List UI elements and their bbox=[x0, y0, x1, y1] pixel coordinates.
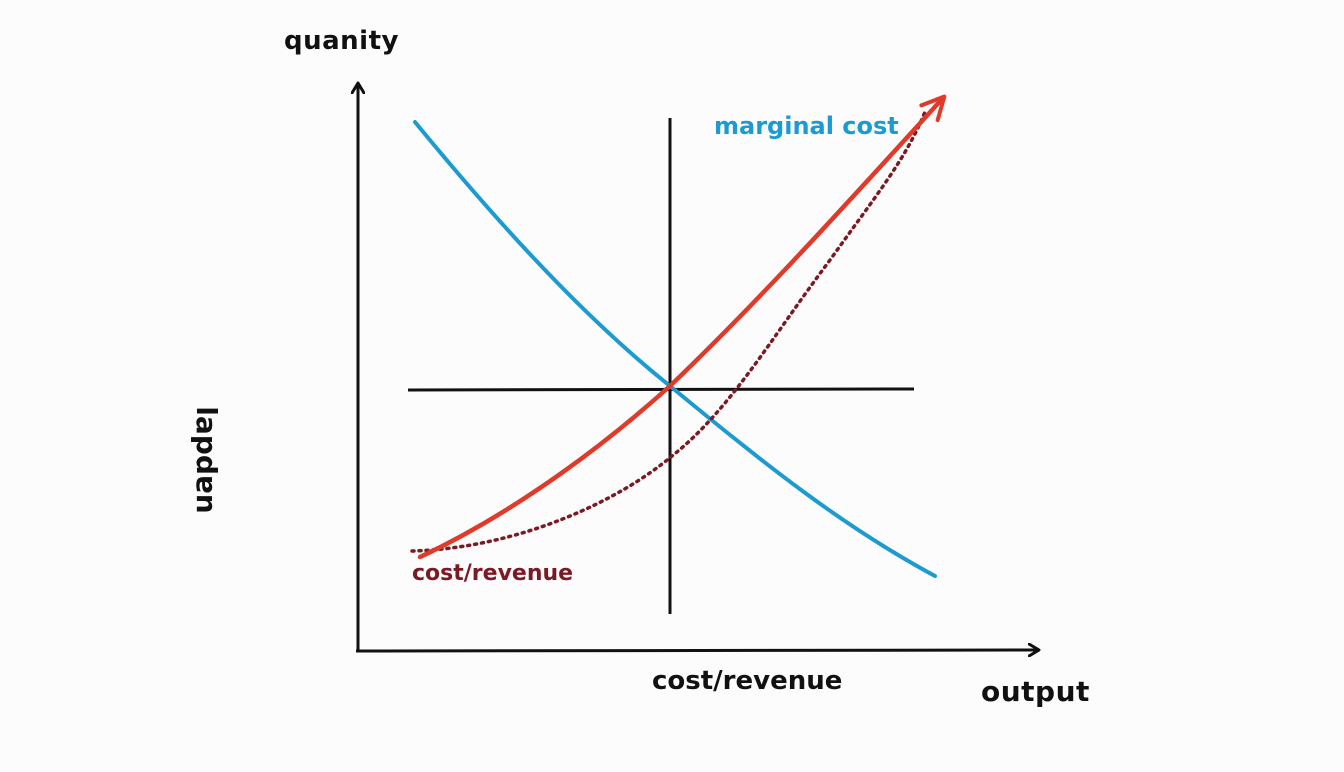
cost-revenue-dotted-curve bbox=[410, 110, 927, 553]
x-axis-line bbox=[355, 650, 1038, 651]
center-axis-label: cost/revenue bbox=[652, 666, 843, 696]
rotated-y-label: lapdɐn bbox=[190, 406, 223, 514]
y-axis-title: quanity bbox=[284, 26, 399, 56]
x-axis-title: output bbox=[981, 675, 1090, 708]
marginal-cost-label: marginal cost bbox=[714, 112, 899, 140]
horizontal-reference-line bbox=[407, 387, 915, 392]
rising-red-curve bbox=[417, 94, 947, 560]
cost-revenue-curve-label: cost/revenue bbox=[412, 561, 574, 586]
